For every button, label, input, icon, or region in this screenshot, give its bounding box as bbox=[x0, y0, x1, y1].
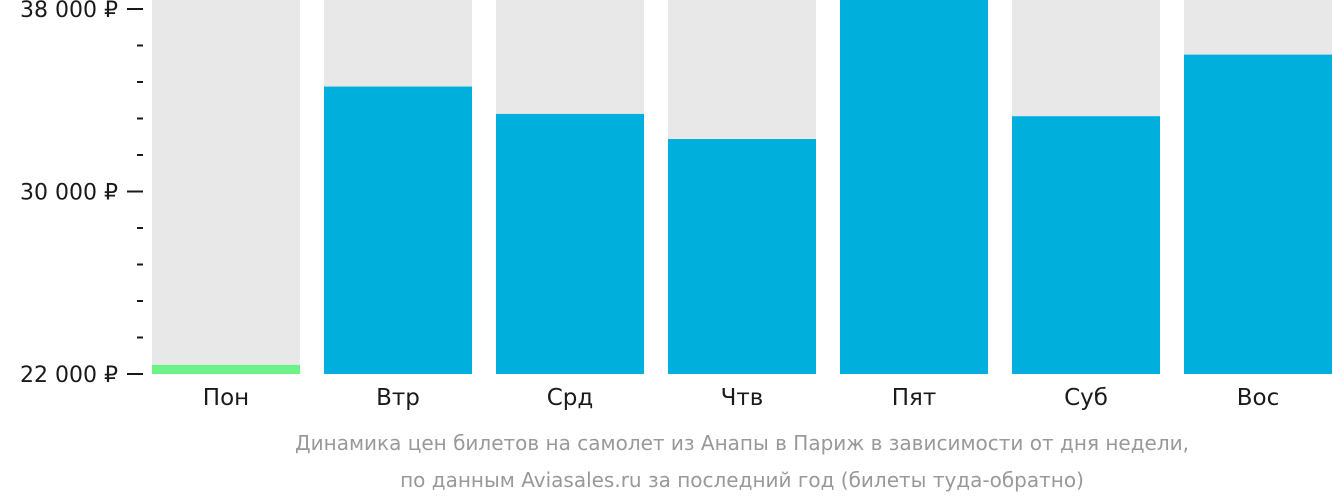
y-tick-label: 22 000 ₽ bbox=[20, 363, 118, 388]
x-tick-label: Суб bbox=[1064, 385, 1108, 411]
x-tick-label: Пят bbox=[892, 385, 937, 411]
chart-caption-line-2: по данным Aviasales.ru за последний год … bbox=[400, 468, 1084, 492]
bar-3 bbox=[496, 113, 644, 374]
x-tick-label: Чтв bbox=[721, 385, 764, 411]
x-axis: Пон Втр Срд Чтв Пят Суб Вос bbox=[203, 385, 1279, 411]
bar-5 bbox=[840, 0, 988, 374]
bar-1 bbox=[152, 364, 300, 374]
x-tick-label: Пон bbox=[203, 385, 249, 411]
bar-6 bbox=[1012, 116, 1160, 374]
bar-track bbox=[152, 0, 300, 374]
y-tick-label: 38 000 ₽ bbox=[20, 0, 118, 23]
bars bbox=[152, 0, 1332, 374]
x-tick-label: Вос bbox=[1237, 385, 1280, 411]
bar-4 bbox=[668, 139, 816, 374]
x-tick-label: Срд bbox=[547, 385, 594, 411]
x-tick-label: Втр bbox=[376, 385, 420, 411]
bar-7 bbox=[1184, 54, 1332, 374]
chart-caption-line-1: Динамика цен билетов на самолет из Анапы… bbox=[295, 431, 1189, 455]
y-axis: 22 000 ₽ 30 000 ₽ 38 000 ₽ bbox=[20, 0, 143, 388]
bar-2 bbox=[324, 86, 472, 374]
y-tick-label: 30 000 ₽ bbox=[20, 181, 118, 206]
